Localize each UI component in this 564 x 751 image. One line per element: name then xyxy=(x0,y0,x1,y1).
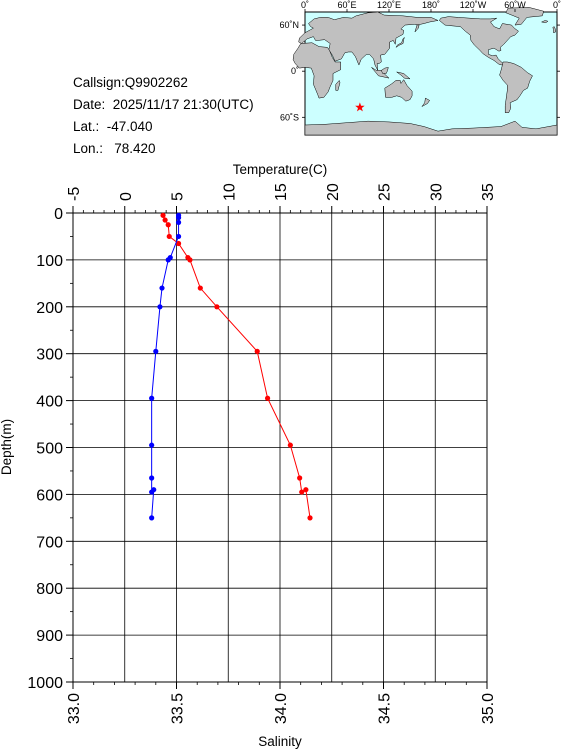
depth-tick-label: 500 xyxy=(36,441,63,458)
world-map: 0˚ 60˚E 120˚E 180˚ 120˚W 60˚W 0˚60˚N0˚60˚S xyxy=(279,0,561,136)
salinity-tick-label: 34.5 xyxy=(377,693,394,724)
temperature-tick-label: 20 xyxy=(325,183,342,201)
salinity-data-point xyxy=(157,304,163,310)
temperature-tick-label: 15 xyxy=(273,183,290,201)
depth-tick-label: 800 xyxy=(36,581,63,598)
temperature-tick-label: 35 xyxy=(480,183,497,201)
salinity-tick-label: 34.0 xyxy=(273,693,290,724)
salinity-data-point xyxy=(149,515,155,521)
temperature-data-point xyxy=(160,212,166,218)
indonesia-landmass xyxy=(371,67,390,79)
salinity-data-point xyxy=(149,475,155,481)
station-location-marker xyxy=(355,102,365,112)
station-info: Callsign:Q9902262 Date: 2025/11/17 21:30… xyxy=(73,72,254,160)
antarctica-landmass xyxy=(304,120,558,136)
callsign-text: Callsign:Q9902262 xyxy=(73,75,188,90)
britain-landmass xyxy=(552,26,556,34)
map-marker-layer xyxy=(355,102,365,112)
salinity-tick-label: 35.0 xyxy=(480,693,497,724)
depth-tick-label: 200 xyxy=(36,300,63,317)
salinity-profile-line xyxy=(151,215,180,518)
map-longitude-label: 60˚W xyxy=(504,0,526,10)
chart-grid xyxy=(72,212,488,683)
depth-tick-label: 900 xyxy=(36,628,63,645)
map-longitude-label: 0˚ xyxy=(301,0,309,10)
temperature-data-point xyxy=(254,348,260,354)
map-graticule xyxy=(302,9,560,118)
temperature-data-point xyxy=(187,257,193,263)
south-america-landmass xyxy=(499,61,533,113)
temperature-data-point xyxy=(299,489,305,495)
depth-axis-label: Depth(m) xyxy=(0,419,14,475)
salinity-data-point xyxy=(149,395,155,401)
salinity-data-point xyxy=(159,285,165,291)
africa-landmass xyxy=(292,42,341,99)
salinity-data-point xyxy=(175,215,182,221)
map-labels: 0˚ 60˚E 120˚E 180˚ 120˚W 60˚W 0˚60˚N0˚60˚S xyxy=(279,0,561,122)
salinity-data-point xyxy=(153,348,159,354)
temperature-data-point xyxy=(307,515,313,521)
new-guinea-landmass xyxy=(396,71,411,80)
temperature-axis-label: Temperature(C) xyxy=(233,162,328,177)
depth-tick-label: 1000 xyxy=(27,675,63,692)
australia-landmass xyxy=(384,79,413,102)
temperature-data-point xyxy=(264,395,271,401)
madagascar-landmass xyxy=(335,79,341,91)
temperature-profile-line xyxy=(162,215,311,518)
depth-tick-label: 300 xyxy=(36,347,63,364)
iceland-landmass xyxy=(540,20,549,24)
salinity-tick-label: 33.5 xyxy=(170,693,187,724)
temperature-tick-label: 10 xyxy=(221,183,238,201)
map-longitude-label: 120˚W xyxy=(460,0,487,10)
salinity-data-point xyxy=(151,487,157,493)
series-layer xyxy=(149,212,313,521)
salinity-data-point xyxy=(165,257,171,263)
salinity-tick-label: 33.0 xyxy=(66,693,83,724)
temperature-tick-label: 0 xyxy=(118,192,135,201)
temperature-data-point xyxy=(303,487,309,493)
map-latitude-label: 60˚S xyxy=(280,112,299,122)
depth-tick-label: 700 xyxy=(36,534,63,551)
map-longitude-label: 180˚ xyxy=(422,0,440,10)
map-land xyxy=(292,7,558,136)
temperature-tick-label: -5 xyxy=(66,187,83,201)
depth-tick-label: 100 xyxy=(36,253,63,270)
date-text: Date: 2025/11/17 21:30(UTC) xyxy=(73,97,254,112)
temperature-data-point xyxy=(297,475,303,481)
temperature-data-point xyxy=(162,217,168,223)
map-latitude-label: 60˚N xyxy=(279,20,299,30)
salinity-axis-label: Salinity xyxy=(258,734,302,749)
temperature-data-point xyxy=(175,240,182,247)
depth-tick-label: 0 xyxy=(54,206,63,223)
map-longitude-label: 60˚E xyxy=(337,0,356,10)
temperature-tick-label: 5 xyxy=(170,192,187,201)
temperature-data-point xyxy=(166,233,172,240)
map-longitude-label: 0˚ xyxy=(553,0,561,10)
temperature-data-point xyxy=(214,304,220,310)
north-america-landmass xyxy=(439,16,519,66)
salinity-data-point xyxy=(175,233,182,240)
latitude-text: Lat.: -47.040 xyxy=(73,119,153,134)
temperature-data-point xyxy=(165,222,171,228)
japan-landmass xyxy=(395,37,405,48)
depth-tick-label: 400 xyxy=(36,394,63,411)
longitude-text: Lon.: 78.420 xyxy=(73,141,156,156)
temperature-tick-label: 25 xyxy=(377,183,394,201)
salinity-data-point xyxy=(175,219,182,225)
map-latitude-label: 0˚ xyxy=(291,66,299,76)
map-longitude-label: 120˚E xyxy=(377,0,401,10)
new-zealand-landmass xyxy=(421,97,430,107)
depth-tick-label: 600 xyxy=(36,487,63,504)
temperature-tick-label: 30 xyxy=(428,183,445,201)
borneo-landmass xyxy=(380,67,389,74)
europe-asia-landmass xyxy=(298,11,439,71)
temperature-data-point xyxy=(197,285,203,291)
salinity-data-point xyxy=(149,442,155,448)
temperature-data-point xyxy=(287,442,293,448)
